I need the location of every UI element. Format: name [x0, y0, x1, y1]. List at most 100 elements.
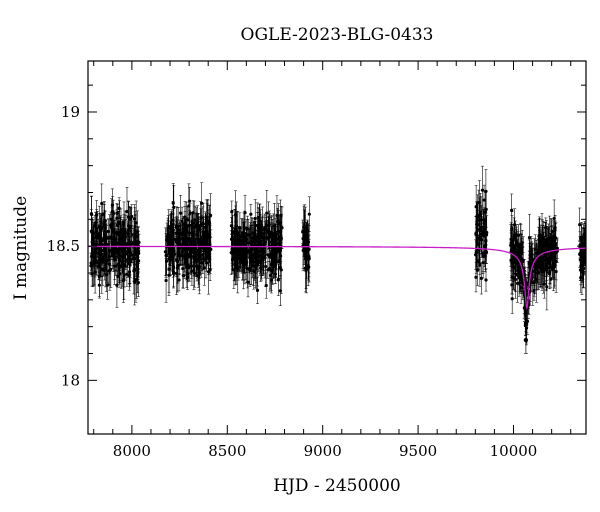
data-point — [181, 224, 186, 259]
data-point — [234, 221, 238, 243]
data-point — [250, 253, 255, 279]
data-point — [278, 219, 282, 246]
data-point — [99, 239, 103, 263]
data-point — [207, 204, 211, 241]
data-point — [303, 204, 307, 251]
data-point — [232, 250, 236, 289]
y-tick-label: 19 — [61, 103, 80, 121]
data-point — [237, 231, 241, 278]
data-point — [110, 214, 115, 250]
data-point — [132, 255, 136, 285]
data-point — [97, 213, 101, 258]
data-point — [134, 257, 138, 303]
data-point — [132, 228, 136, 257]
data-point — [275, 217, 279, 261]
data-point — [125, 261, 129, 287]
data-point — [510, 193, 514, 227]
data-point — [90, 195, 94, 234]
data-point — [208, 258, 212, 281]
data-point — [127, 242, 131, 285]
data-point — [176, 207, 180, 246]
data-point — [116, 226, 121, 274]
data-point — [134, 200, 138, 245]
data-point — [129, 208, 133, 245]
data-point — [115, 203, 120, 247]
data-point — [306, 245, 310, 287]
data-point — [480, 165, 485, 215]
data-point — [201, 221, 205, 243]
data-point — [200, 182, 204, 225]
data-point — [261, 216, 265, 251]
data-point — [170, 242, 174, 275]
data-point — [166, 219, 170, 254]
data-point — [93, 214, 97, 237]
data-point — [307, 234, 311, 283]
data-point — [189, 238, 193, 275]
data-point — [230, 200, 234, 223]
data-point — [117, 251, 121, 285]
data-point — [229, 230, 233, 275]
data-point — [110, 207, 114, 241]
data-point — [101, 212, 106, 241]
data-point — [94, 222, 98, 266]
data-point — [247, 228, 251, 274]
data-point — [301, 229, 305, 248]
data-point — [263, 232, 267, 257]
y-axis-label: I magnitude — [11, 196, 31, 300]
data-point — [100, 183, 104, 224]
data-points-layer — [89, 165, 586, 354]
data-point — [187, 230, 191, 268]
x-tick-label: 8000 — [113, 442, 151, 460]
data-point — [163, 227, 168, 276]
data-point — [279, 213, 283, 243]
data-point — [178, 222, 182, 245]
data-point — [121, 220, 125, 250]
data-point — [173, 217, 177, 262]
data-point — [118, 216, 122, 262]
x-tick-label: 9500 — [399, 442, 437, 460]
data-point — [135, 239, 140, 271]
data-point — [245, 215, 250, 243]
data-point — [107, 256, 111, 286]
data-point — [202, 240, 206, 261]
data-point — [256, 217, 261, 266]
data-point — [174, 251, 179, 296]
data-point — [190, 214, 194, 252]
data-point — [266, 261, 270, 279]
data-point — [116, 264, 120, 288]
data-point — [97, 256, 101, 297]
data-point — [276, 263, 280, 296]
data-point — [204, 223, 209, 244]
data-point — [244, 233, 249, 273]
y-tick-label: 18 — [61, 371, 80, 389]
data-point — [115, 203, 119, 224]
data-point — [208, 193, 213, 238]
data-point — [253, 244, 257, 288]
data-point — [255, 276, 260, 304]
data-point — [203, 225, 207, 249]
data-point — [106, 218, 110, 245]
data-point — [181, 248, 185, 289]
data-point — [184, 201, 189, 250]
data-point — [207, 248, 211, 269]
y-tick-label: 18.5 — [47, 237, 80, 255]
data-point — [254, 230, 258, 253]
data-point — [249, 204, 253, 225]
data-point — [112, 231, 116, 256]
chart-title: OGLE-2023-BLG-0433 — [241, 25, 434, 45]
data-point — [103, 227, 107, 246]
data-point — [268, 244, 272, 271]
data-point — [523, 326, 529, 354]
data-point — [234, 249, 238, 285]
data-point — [273, 223, 277, 266]
data-point — [264, 272, 268, 299]
data-point — [167, 246, 171, 271]
data-point — [233, 205, 238, 254]
data-point — [187, 187, 192, 216]
data-point — [232, 238, 236, 281]
x-axis-label: HJD - 2450000 — [273, 476, 401, 496]
data-point — [121, 258, 125, 303]
x-tick-label: 10000 — [490, 442, 538, 460]
data-point — [474, 262, 478, 293]
